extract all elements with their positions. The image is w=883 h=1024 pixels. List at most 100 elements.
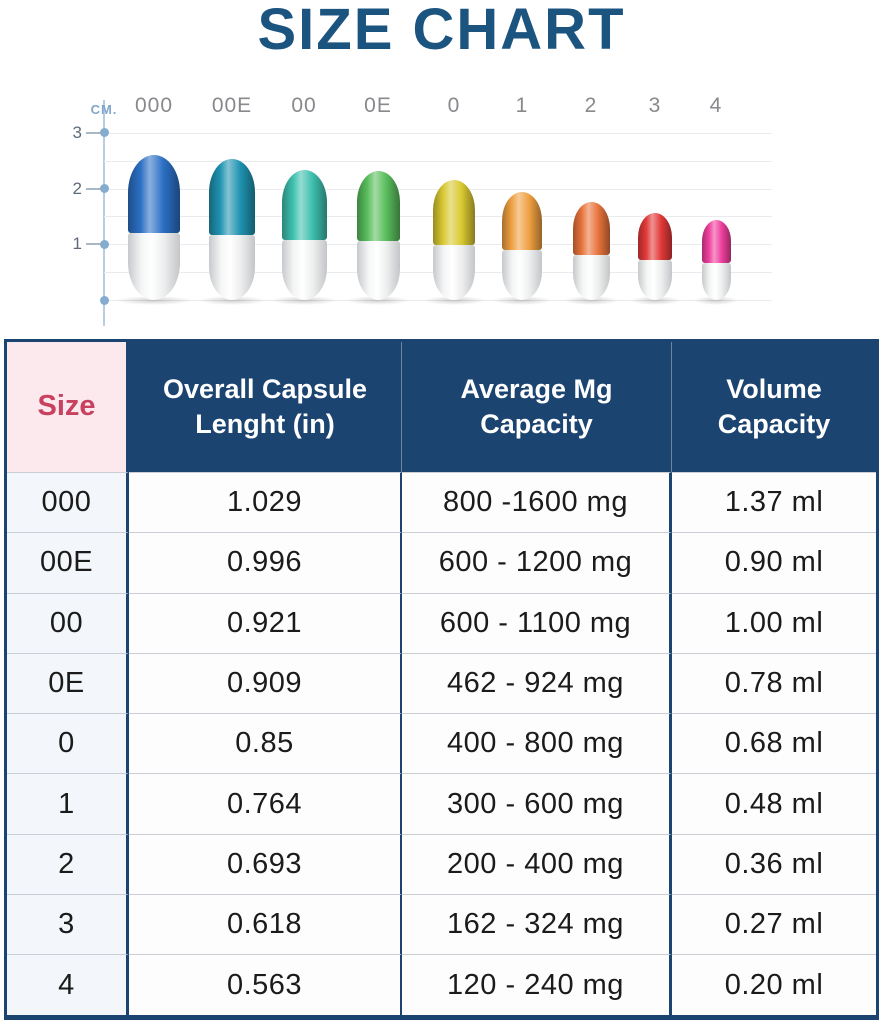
table-cell: 0.48 ml	[672, 773, 876, 834]
table-cell: 0.909	[129, 652, 402, 714]
capsule-size-label: 0	[447, 94, 461, 117]
capsule-shadow	[563, 296, 619, 305]
table-cell: 600 - 1100 mg	[402, 592, 672, 653]
table-cell: 462 - 924 mg	[402, 652, 672, 714]
y-tick-dash	[86, 187, 101, 190]
capsule-cap-top	[433, 179, 475, 245]
table-cell: 4	[7, 954, 129, 1015]
table-cell: 0.618	[129, 894, 402, 955]
table-cell: 1.00 ml	[672, 592, 876, 653]
capsule-0	[433, 179, 475, 300]
capsule-cap-top	[209, 159, 255, 236]
capsule-shadow	[115, 296, 193, 305]
table-cell: 0E	[7, 652, 129, 714]
capsule-2	[572, 201, 610, 300]
capsule-shadow	[345, 296, 411, 305]
y-tick-label: 3	[72, 122, 82, 142]
capsule-cap-top	[128, 154, 180, 234]
y-axis-unit-label: CM.	[90, 102, 118, 117]
table-cell: 0.68 ml	[672, 713, 876, 774]
table-cell: 0.996	[129, 532, 402, 593]
y-tick-dash	[86, 131, 101, 134]
table-cell: 0.20 ml	[672, 954, 876, 1015]
capsule-4	[701, 220, 731, 300]
capsule-size-label: 1	[515, 94, 529, 117]
capsule-1	[502, 191, 542, 300]
capsule-body	[701, 263, 731, 300]
capsule-shadow	[629, 296, 681, 305]
page-title: SIZE CHART	[257, 0, 626, 62]
axis-dot	[99, 128, 109, 138]
table-cell: 0.27 ml	[672, 894, 876, 955]
table-cell: 300 - 600 mg	[402, 773, 672, 834]
capsule-size-label: 00E	[211, 94, 253, 117]
table-cell: 00E	[7, 532, 129, 593]
capsule-size-label: 0E	[364, 94, 392, 117]
table-cell: 0.36 ml	[672, 833, 876, 895]
capsule-shadow	[492, 296, 552, 305]
axis-dot	[99, 295, 109, 305]
capsule-body	[281, 240, 327, 300]
capsule-size-label: 4	[709, 94, 723, 117]
capsule-cap-top	[638, 212, 672, 260]
table-cell: 600 - 1200 mg	[402, 532, 672, 593]
table-cell: 00	[7, 592, 129, 653]
capsule-body	[502, 250, 542, 300]
axis-dot	[99, 184, 109, 194]
table-cell: 0.78 ml	[672, 652, 876, 714]
gridline	[104, 160, 772, 162]
table-cell: 0.693	[129, 833, 402, 895]
axis-dot	[99, 239, 109, 249]
capsule-000	[128, 154, 180, 300]
size-table: Size Overall Capsule Lenght (in) Average…	[4, 339, 879, 1020]
capsule-body	[356, 240, 400, 300]
table-cell: 120 - 240 mg	[402, 954, 672, 1015]
table-cell: 1.029	[129, 472, 402, 533]
table-cell: 0.85	[129, 713, 402, 774]
table-cell: 1	[7, 773, 129, 834]
capsule-cap-top	[572, 201, 610, 255]
table-cell: 200 - 400 mg	[402, 833, 672, 895]
col-header-mg-capacity: Average Mg Capacity	[402, 342, 672, 472]
table-cell: 400 - 800 mg	[402, 713, 672, 774]
capsule-cap-top	[281, 169, 327, 241]
capsule-body	[572, 254, 610, 300]
table-cell: 0.764	[129, 773, 402, 834]
y-axis-line	[103, 100, 105, 326]
table-cell: 3	[7, 894, 129, 955]
table-cell: 0.563	[129, 954, 402, 1015]
capsule-3	[638, 212, 672, 300]
col-header-capsule-length: Overall Capsule Lenght (in)	[129, 342, 402, 472]
y-tick-label: 2	[72, 178, 82, 198]
table-cell: 162 - 324 mg	[402, 894, 672, 955]
capsule-size-label: 000	[134, 94, 174, 117]
capsule-shadow	[197, 296, 267, 305]
capsule-0E	[356, 171, 400, 300]
y-tick-dash	[86, 243, 101, 246]
capsule-body	[128, 233, 180, 300]
table-cell: 1.37 ml	[672, 472, 876, 533]
capsule-size-label: 2	[584, 94, 598, 117]
capsule-shadow	[694, 296, 738, 305]
capsule-cap-top	[701, 220, 731, 264]
col-header-volume-capacity: Volume Capacity	[672, 342, 876, 472]
capsule-00E	[209, 159, 255, 300]
table-cell: 800 -1600 mg	[402, 472, 672, 533]
capsule-shadow	[270, 296, 338, 305]
capsule-body	[433, 244, 475, 300]
capsule-cap-top	[356, 171, 400, 241]
table-cell: 2	[7, 833, 129, 895]
capsule-body	[638, 259, 672, 300]
capsule-chart: CM. 3 2 1 000 00E 00 0E 0 1 2 3 4	[0, 90, 883, 340]
y-tick-label: 1	[72, 234, 82, 254]
gridline	[104, 300, 772, 301]
table-cell: 0	[7, 713, 129, 774]
table-cell: 000	[7, 472, 129, 533]
col-header-size: Size	[7, 342, 129, 472]
capsule-00	[281, 169, 327, 300]
capsule-size-label: 00	[291, 94, 317, 117]
capsule-shadow	[422, 296, 486, 305]
capsule-size-label: 3	[648, 94, 662, 117]
capsule-cap-top	[502, 191, 542, 251]
